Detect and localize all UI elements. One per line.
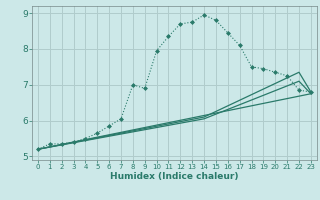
X-axis label: Humidex (Indice chaleur): Humidex (Indice chaleur) [110, 172, 239, 181]
